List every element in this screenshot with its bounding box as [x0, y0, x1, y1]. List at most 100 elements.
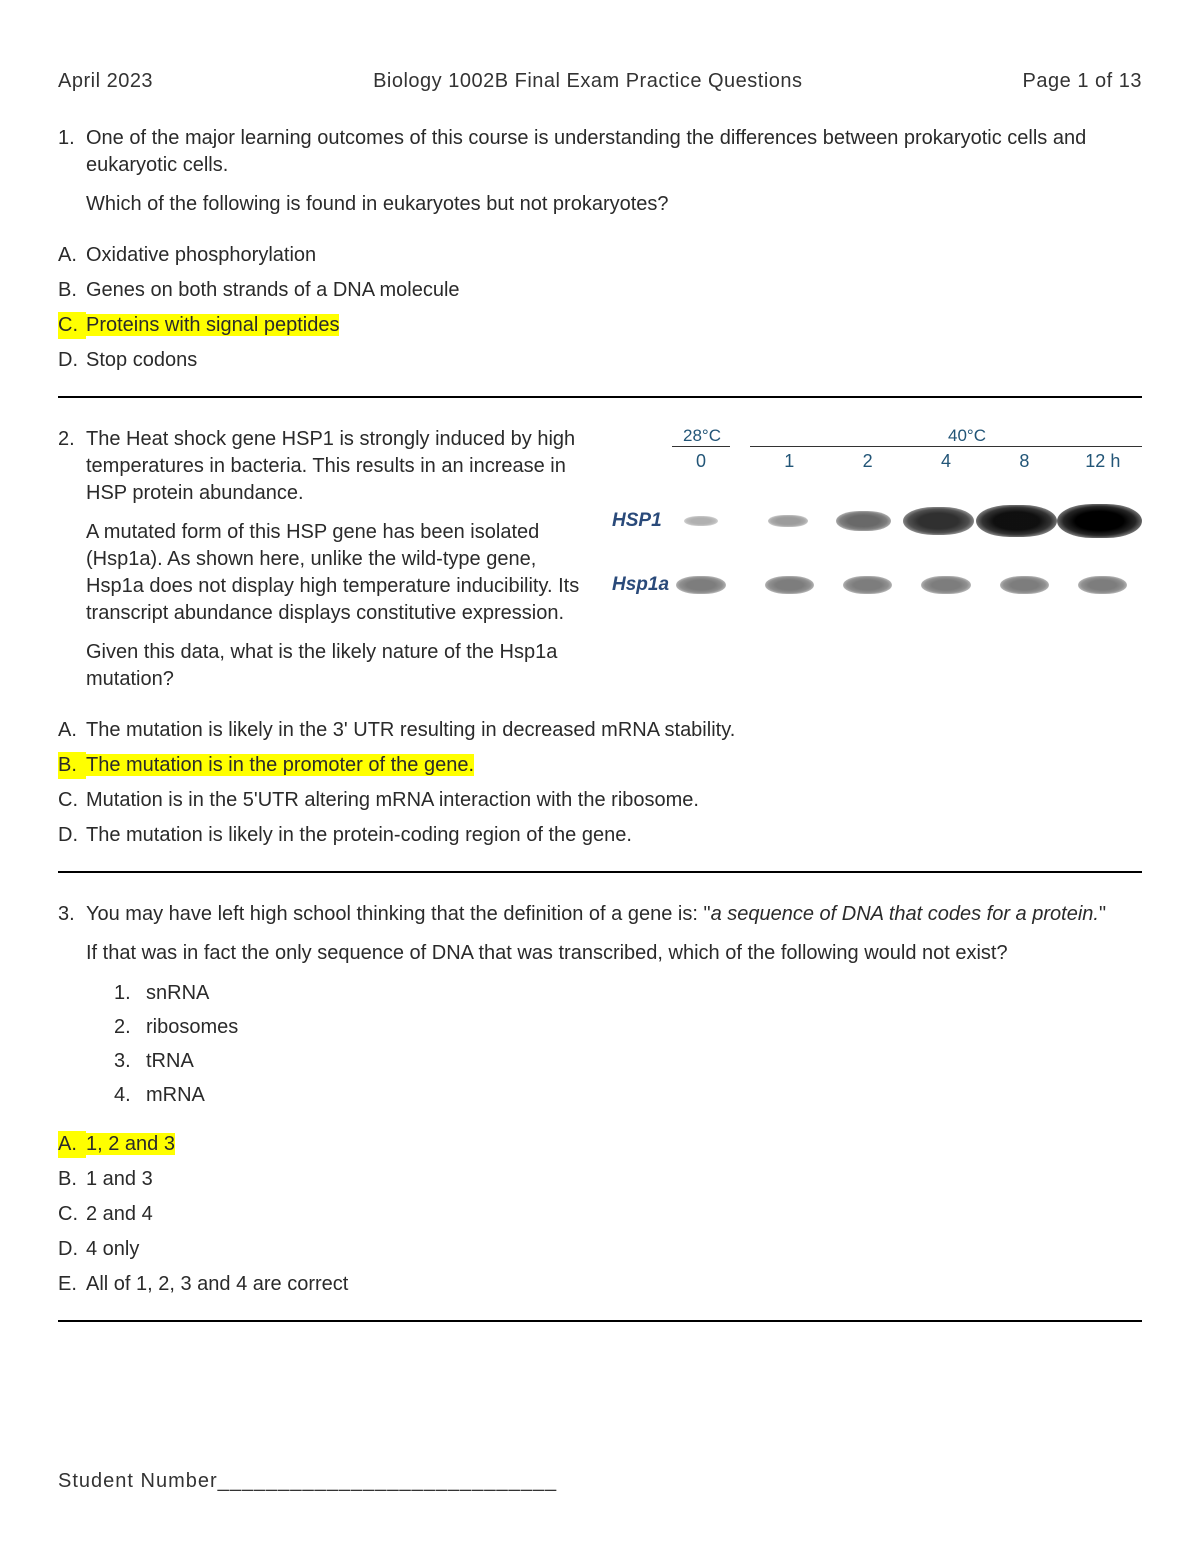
q3-number: 3.: [58, 901, 86, 1119]
separator: [58, 871, 1142, 873]
q1-choice-a: A.Oxidative phosphorylation: [58, 242, 1142, 269]
sub-number: 2.: [114, 1013, 146, 1041]
choice-letter: A.: [58, 717, 86, 744]
page-header: April 2023 Biology 1002B Final Exam Prac…: [58, 70, 1142, 93]
q2-choice-d: D.The mutation is likely in the protein-…: [58, 822, 1142, 849]
gel-blob: [684, 516, 718, 526]
q2-choice-b: B.The mutation is in the promoter of the…: [58, 752, 1142, 779]
question-2: 2. The Heat shock gene HSP1 is strongly …: [58, 426, 1142, 849]
gel-band: [907, 576, 985, 593]
gel-time-1: 1: [750, 451, 828, 472]
sub-text: tRNA: [146, 1047, 194, 1075]
gel-row-label: Hsp1a: [612, 574, 672, 596]
gel-blob: [768, 515, 808, 528]
gel-blob: [1057, 504, 1142, 538]
q3-choice-b: B.1 and 3: [58, 1166, 1142, 1193]
choice-text: Proteins with signal peptides: [86, 312, 1142, 339]
q3-choice-d: D.4 only: [58, 1236, 1142, 1263]
q3-sub-item: 3.tRNA: [114, 1047, 1142, 1075]
choice-letter: D.: [58, 1236, 86, 1263]
gel-band: [828, 576, 906, 593]
gel-blob: [1078, 576, 1127, 593]
q1-choice-c: C.Proteins with signal peptides: [58, 312, 1142, 339]
question-1: 1. One of the major learning outcomes of…: [58, 125, 1142, 374]
q3-sub-item: 2.ribosomes: [114, 1013, 1142, 1041]
q3-stem-p2: If that was in fact the only sequence of…: [86, 940, 1142, 967]
gel-time-5: 12 h: [1064, 451, 1142, 472]
q2-stem-p3: Given this data, what is the likely natu…: [86, 639, 584, 693]
q2-choices: A.The mutation is likely in the 3' UTR r…: [58, 717, 1142, 849]
gel-band: [750, 576, 828, 593]
gel-row-hsp1a: Hsp1a: [612, 564, 1142, 606]
gel-band: [1064, 576, 1142, 593]
document-page: April 2023 Biology 1002B Final Exam Prac…: [0, 0, 1200, 1553]
sub-text: ribosomes: [146, 1013, 238, 1041]
choice-text: Stop codons: [86, 347, 1142, 374]
q3-choice-e: E.All of 1, 2, 3 and 4 are correct: [58, 1271, 1142, 1298]
gel-temp-28c: 28°C: [672, 426, 732, 446]
q3-sub-item: 1.snRNA: [114, 979, 1142, 1007]
q1-stem-p1: One of the major learning outcomes of th…: [86, 125, 1142, 179]
gel-time-2: 2: [828, 451, 906, 472]
choice-text: 4 only: [86, 1236, 1142, 1263]
choice-letter: D.: [58, 822, 86, 849]
choice-letter: A.: [58, 1131, 86, 1158]
choice-text: Mutation is in the 5'UTR altering mRNA i…: [86, 787, 1142, 814]
choice-letter: B.: [58, 1166, 86, 1193]
sub-number: 3.: [114, 1047, 146, 1075]
choice-text: Oxidative phosphorylation: [86, 242, 1142, 269]
q3-p1a: You may have left high school thinking t…: [86, 903, 711, 925]
q2-choice-c: C.Mutation is in the 5'UTR altering mRNA…: [58, 787, 1142, 814]
gel-row-hsp1: HSP1: [612, 500, 1142, 542]
question-3: 3. You may have left high school thinkin…: [58, 901, 1142, 1298]
gel-band: [672, 516, 730, 526]
separator: [58, 1320, 1142, 1322]
gel-band: [901, 507, 976, 535]
q1-choice-b: B.Genes on both strands of a DNA molecul…: [58, 277, 1142, 304]
gel-row-label: HSP1: [612, 510, 672, 532]
gel-blob: [903, 507, 974, 535]
choice-text: 1, 2 and 3: [86, 1131, 1142, 1158]
gel-blob: [976, 505, 1057, 537]
sub-text: mRNA: [146, 1081, 205, 1109]
q1-stem-p2: Which of the following is found in eukar…: [86, 191, 1142, 218]
header-center: Biology 1002B Final Exam Practice Questi…: [373, 70, 802, 93]
gel-time-0: 0: [672, 451, 730, 472]
choice-letter: B.: [58, 277, 86, 304]
gel-lanes: [672, 564, 1142, 606]
gel-time-labels: 0124812 h: [612, 447, 1142, 478]
gel-time-4: 8: [985, 451, 1063, 472]
choice-text: 2 and 4: [86, 1201, 1142, 1228]
q3-p1c: ": [1099, 903, 1106, 925]
q3-p1-quote: a sequence of DNA that codes for a prote…: [711, 903, 1099, 925]
choice-letter: D.: [58, 347, 86, 374]
q2-number: 2.: [58, 426, 86, 705]
choice-text: The mutation is likely in the 3' UTR res…: [86, 717, 1142, 744]
header-left: April 2023: [58, 70, 153, 93]
choice-text: The mutation is in the promoter of the g…: [86, 752, 1142, 779]
q1-choices: A.Oxidative phosphorylation B.Genes on bo…: [58, 242, 1142, 374]
choice-text: The mutation is likely in the protein-co…: [86, 822, 1142, 849]
sub-text: snRNA: [146, 979, 209, 1007]
q1-choice-d: D.Stop codons: [58, 347, 1142, 374]
gel-rows: HSP1 Hsp1a: [612, 500, 1142, 606]
q3-sub-list: 1.snRNA2.ribosomes3.tRNA4.mRNA: [114, 979, 1142, 1109]
gel-blob: [921, 576, 970, 593]
q3-choice-a: A.1, 2 and 3: [58, 1131, 1142, 1158]
q2-stem-p1: The Heat shock gene HSP1 is strongly ind…: [86, 426, 584, 507]
choice-letter: C.: [58, 312, 86, 339]
gel-time-3: 4: [907, 451, 985, 472]
q2-stem-p2: A mutated form of this HSP gene has been…: [86, 519, 584, 627]
gel-band: [825, 511, 900, 531]
choice-letter: B.: [58, 752, 86, 779]
q2-choice-a: A.The mutation is likely in the 3' UTR r…: [58, 717, 1142, 744]
q1-number: 1.: [58, 125, 86, 230]
q2-gel-figure: 28°C 40°C 0124812 h HSP1Hsp1a: [612, 426, 1142, 606]
footer-line: ____________________________: [218, 1470, 557, 1492]
q3-choice-c: C.2 and 4: [58, 1201, 1142, 1228]
choice-text: Genes on both strands of a DNA molecule: [86, 277, 1142, 304]
q3-sub-item: 4.mRNA: [114, 1081, 1142, 1109]
gel-band: [750, 515, 825, 528]
gel-lanes: [672, 500, 1142, 542]
gel-blob: [765, 576, 814, 593]
